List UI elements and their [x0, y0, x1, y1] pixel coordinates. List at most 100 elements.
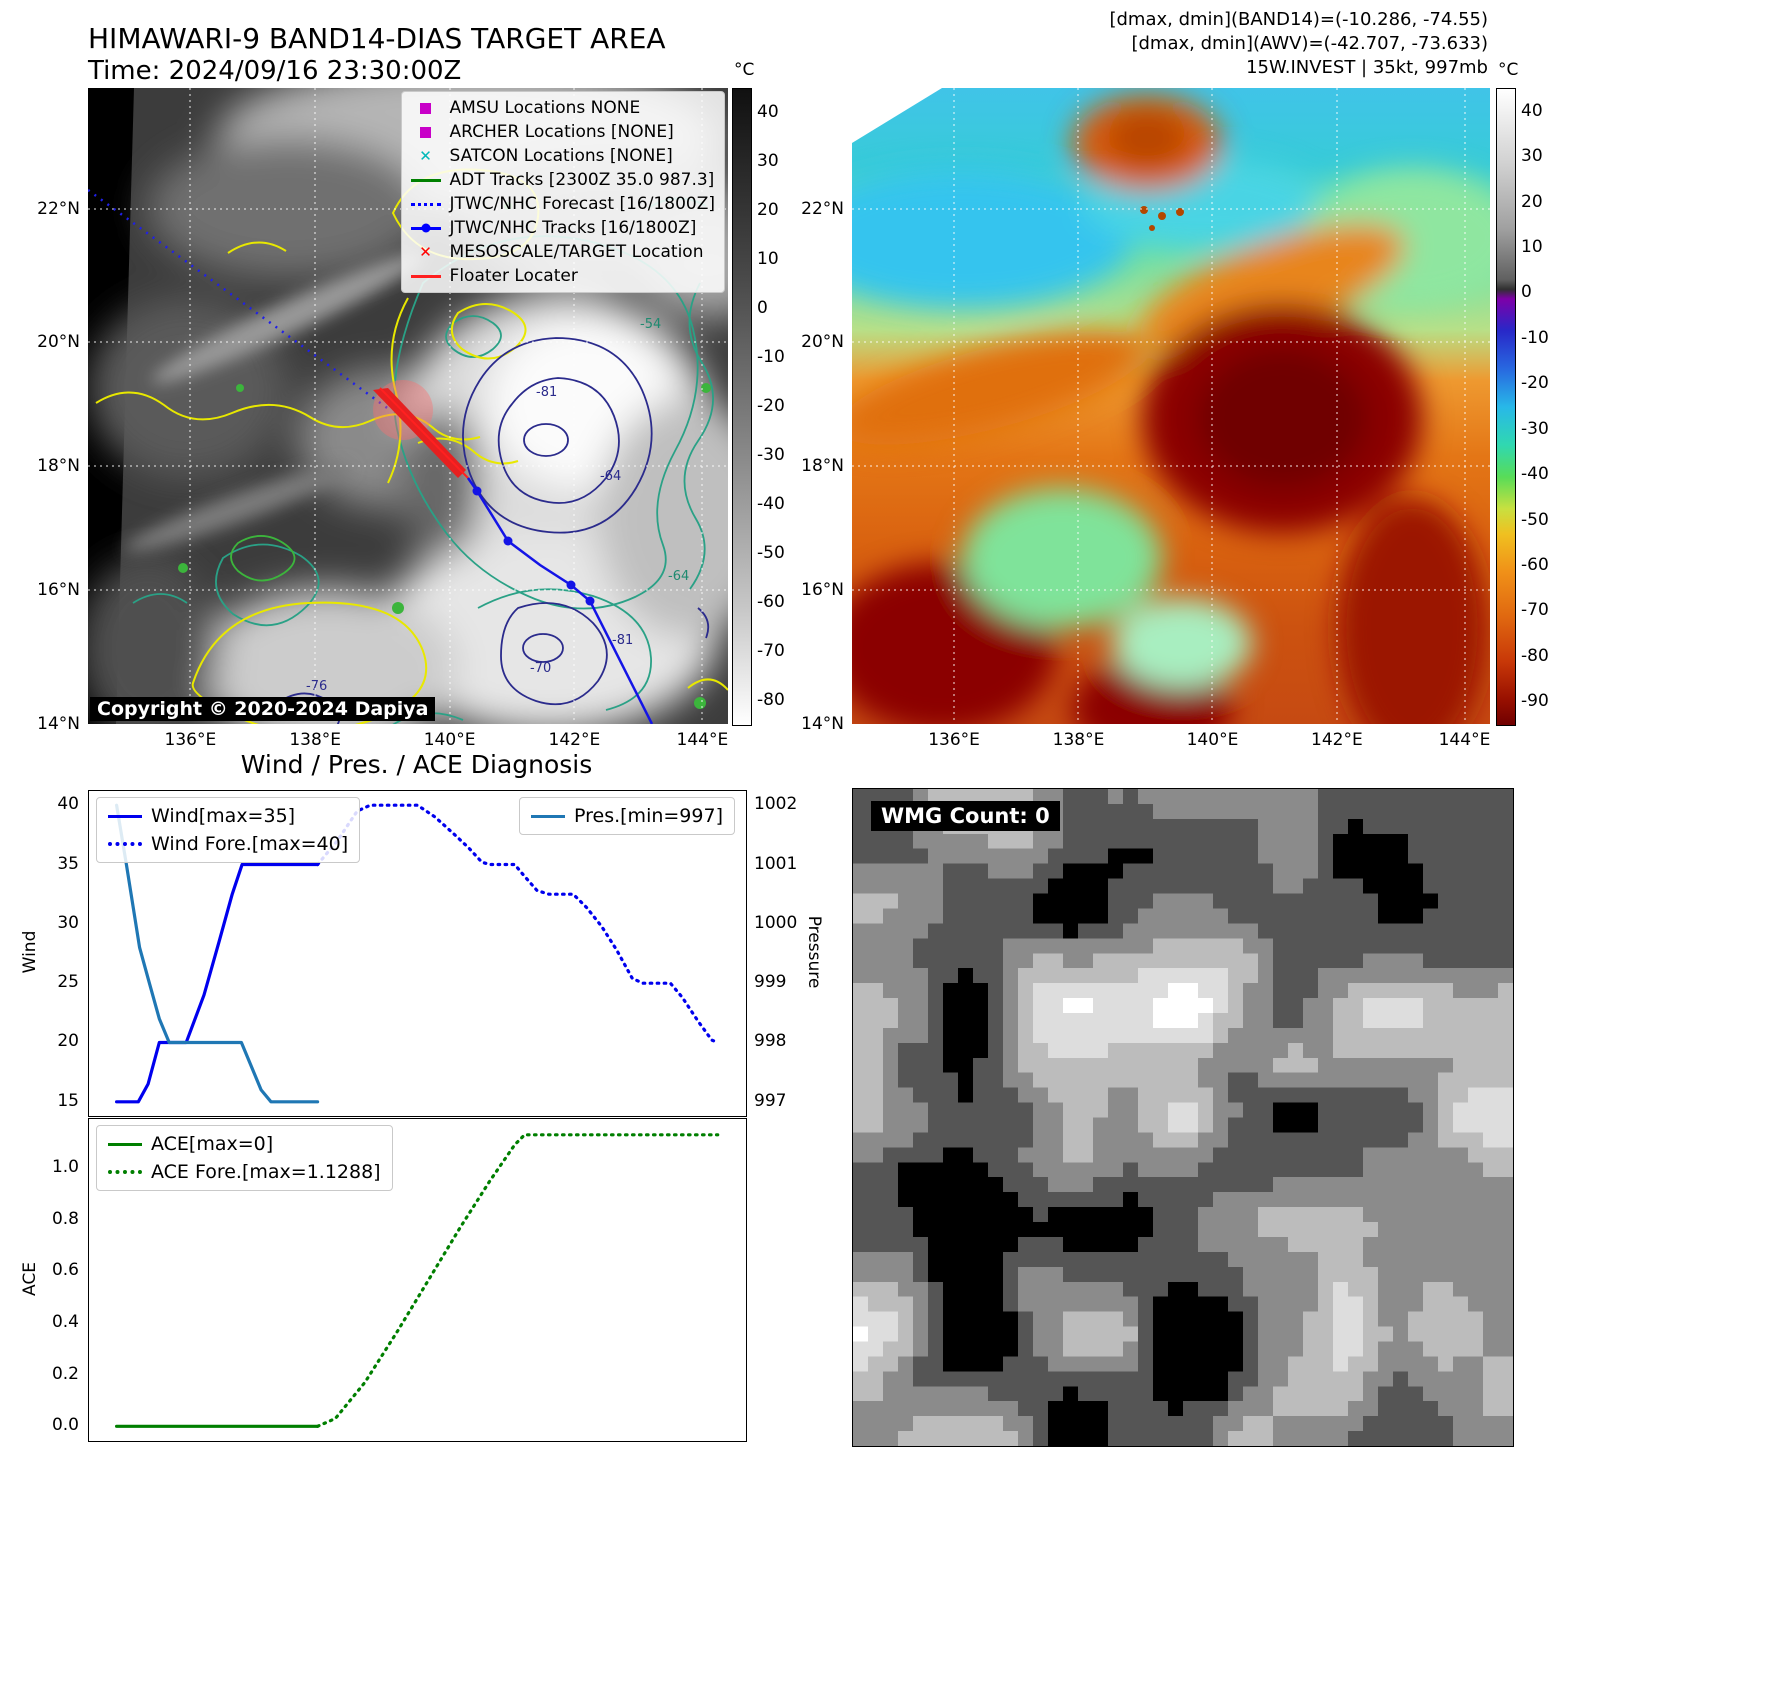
- colorbar-tick-label: 40: [1521, 100, 1543, 121]
- legend-item-wind-forecast: Wind Fore.[max=40]: [108, 833, 348, 855]
- contour-label: -64: [668, 569, 689, 584]
- legend-item-satcon: ✕ SATCON Locations [NONE]: [411, 146, 715, 166]
- ace-axis-label: ACE: [20, 1262, 40, 1296]
- colorbar-tick-label: 0: [1521, 282, 1532, 303]
- mesoscale-x-icon: ✕: [419, 242, 432, 261]
- colorbar-tick-label: -80: [1521, 645, 1549, 666]
- legend-item-forecast: JTWC/NHC Forecast [16/1800Z]: [410, 194, 715, 214]
- wmg-count-badge: WMG Count: 0: [871, 801, 1060, 831]
- wind-forecast-dotted-icon: [108, 842, 142, 846]
- colorbar-tick-label: 40: [757, 102, 779, 123]
- contour-label: -70: [530, 661, 551, 676]
- legend-label: ADT Tracks [2300Z 35.0 987.3]: [449, 170, 715, 190]
- ace-tick-label: 0.4: [51, 1311, 79, 1332]
- colorbar-tick-label: 20: [1521, 191, 1543, 212]
- dmax-dmin-awv: [dmax, dmin](AWV)=(-42.707, -73.633): [1131, 33, 1488, 54]
- lat-tick-label: 14°N: [37, 714, 80, 734]
- wmg-panel: WMG Count: 0: [852, 788, 1514, 1447]
- legend-item-ace: ACE[max=0]: [108, 1133, 381, 1155]
- band14-title: HIMAWARI-9 BAND14-DIAS TARGET AREA: [88, 22, 666, 55]
- lat-tick-label: 22°N: [37, 198, 80, 219]
- ace-forecast-dotted-icon: [108, 1170, 142, 1174]
- forecast-dotted-line-icon: [410, 196, 441, 212]
- legend-item-mesoscale: ✕ MESOSCALE/TARGET Location: [411, 242, 715, 262]
- legend-label: MESOSCALE/TARGET Location: [449, 242, 704, 262]
- colorbar-tick-label: 20: [757, 200, 779, 221]
- contour-label: -54: [640, 317, 661, 332]
- wind-tick-label: 20: [57, 1031, 79, 1052]
- band14-time: Time: 2024/09/16 23:30:00Z: [88, 56, 462, 86]
- legend-label: ARCHER Locations [NONE]: [449, 122, 674, 142]
- legend-item-wind: Wind[max=35]: [108, 805, 348, 827]
- ace-line-icon: [108, 1142, 142, 1146]
- diagnosis-title: Wind / Pres. / ACE Diagnosis: [240, 750, 593, 779]
- lat-tick-label: 14°N: [801, 714, 844, 734]
- colorbar-tick-label: 10: [757, 249, 779, 270]
- lon-tick-label: 142°E: [1311, 730, 1363, 750]
- colorbar-tick-label: 30: [757, 151, 779, 172]
- floater-line: [379, 387, 469, 479]
- lon-tick-label: 138°E: [289, 730, 342, 750]
- legend-item-tracks: JTWC/NHC Tracks [16/1800Z]: [410, 218, 715, 238]
- wind-line-icon: [108, 814, 142, 818]
- lon-tick-label: 144°E: [676, 730, 729, 750]
- ace-tick-label: 0.2: [51, 1363, 79, 1384]
- colorbar-tick-label: 30: [1521, 146, 1543, 167]
- copyright-watermark: Copyright © 2020-2024 Dapiya: [90, 697, 436, 721]
- contour-label: -64: [600, 469, 621, 484]
- pressure-tick-label: 999: [754, 972, 787, 993]
- colorbar-tick-label: -10: [1521, 327, 1549, 348]
- lon-tick-label: 144°E: [1438, 730, 1491, 750]
- pressure-tick-label: 998: [754, 1031, 787, 1052]
- lat-tick-label: 16°N: [37, 580, 80, 601]
- series-line: [316, 803, 720, 1045]
- colorbar-tick-label: -70: [757, 640, 785, 661]
- amsu-square-icon: [411, 100, 441, 116]
- legend-label: JTWC/NHC Forecast [16/1800Z]: [449, 194, 715, 214]
- ace-tick-label: 0.8: [51, 1208, 79, 1229]
- colorbar-tick-label: -30: [757, 444, 785, 465]
- legend-item-adt: ADT Tracks [2300Z 35.0 987.3]: [410, 170, 715, 190]
- colorbar-unit-label: °C: [1498, 60, 1519, 80]
- lat-tick-label: 18°N: [801, 456, 844, 477]
- wind-tick-label: 35: [57, 853, 79, 874]
- contour-label: -81: [612, 633, 633, 648]
- lon-tick-label: 136°E: [164, 730, 217, 750]
- lat-tick-label: 22°N: [801, 198, 844, 219]
- wind-tick-label: 25: [57, 972, 79, 993]
- dmax-dmin-band14: [dmax, dmin](BAND14)=(-10.286, -74.55): [1109, 9, 1488, 30]
- jtwc-track-markers: [472, 486, 595, 606]
- colorbar-tick-label: -20: [1521, 373, 1549, 394]
- colorbar-tick-label: 0: [757, 298, 768, 319]
- colorbar-tick-label: -50: [1521, 509, 1549, 530]
- lon-tick-label: 140°E: [1186, 730, 1239, 750]
- colorbar-tick-label: -30: [1521, 418, 1549, 439]
- pressure-legend: Pres.[min=997]: [519, 797, 735, 835]
- legend-label: Wind Fore.[max=40]: [151, 833, 349, 855]
- map-legend: AMSU Locations NONE ARCHER Locations [NO…: [400, 91, 725, 293]
- legend-label: Wind[max=35]: [151, 805, 296, 827]
- band14-colorbar: [732, 88, 752, 726]
- lon-tick-label: 138°E: [1052, 730, 1105, 750]
- colorbar-tick-label: -40: [757, 493, 785, 514]
- floater-line-icon: [410, 268, 441, 284]
- wind-tick-label: 15: [57, 1090, 79, 1111]
- satcon-x-icon: ✕: [419, 146, 432, 165]
- awv-colorbar: [1496, 88, 1516, 726]
- ace-tick-label: 1.0: [51, 1157, 79, 1178]
- storm-info-header: [dmax, dmin](BAND14)=(-10.286, -74.55) […: [900, 8, 1488, 80]
- colorbar-tick-label: -60: [1521, 555, 1549, 575]
- wind-legend: Wind[max=35] Wind Fore.[max=40]: [96, 797, 361, 863]
- series-line: [316, 1133, 720, 1428]
- pressure-line-icon: [531, 814, 565, 818]
- awv-map-image: [852, 88, 1490, 724]
- colorbar-tick-label: -10: [757, 347, 785, 368]
- lat-tick-label: 18°N: [37, 456, 80, 477]
- wind-tick-label: 40: [57, 794, 79, 815]
- legend-label: AMSU Locations NONE: [449, 98, 641, 118]
- legend-item-archer: ARCHER Locations [NONE]: [411, 122, 715, 142]
- awv-satellite-map: [852, 88, 1490, 724]
- legend-label: SATCON Locations [NONE]: [449, 146, 673, 166]
- pressure-axis-label: Pressure: [804, 915, 824, 989]
